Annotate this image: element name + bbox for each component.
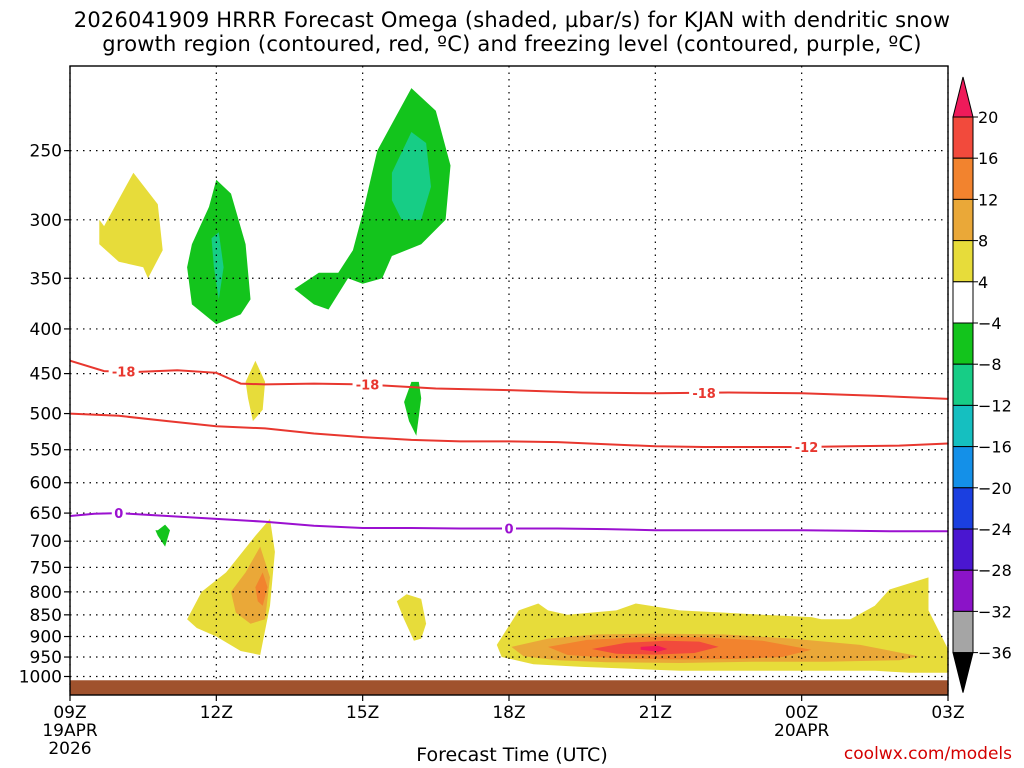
omega-region-7 <box>155 524 170 547</box>
x-tick-label-6: 15Z <box>346 703 379 723</box>
x-tick-label-3: 12Z <box>200 703 233 723</box>
contour-label-bg-2-0 <box>111 505 126 522</box>
omega-shading <box>99 88 948 673</box>
contour-label-0-2: -18 <box>692 387 716 402</box>
contour-label-2-1: 0 <box>504 523 513 538</box>
colorbar-segment-3 <box>952 198 974 242</box>
colorbar-segment-8 <box>952 404 974 448</box>
colorbar-segment-13 <box>952 610 974 654</box>
y-tick-label-550: 550 <box>30 441 62 461</box>
colorbar-label-10: −24 <box>978 520 1012 539</box>
colorbar-label-4: 4 <box>978 273 988 292</box>
colorbar-label-9: −20 <box>978 479 1012 498</box>
colorbar-label-5: −4 <box>978 314 1002 333</box>
x-tick-label-12: 21Z <box>639 703 672 723</box>
y-tick-label-450: 450 <box>30 365 62 385</box>
credit-text: coolwx.com/models <box>843 744 1012 764</box>
colorbar-label-0: 20 <box>978 108 998 127</box>
colorbar-segment-7 <box>952 363 974 406</box>
x-tick-year-0: 2026 <box>48 739 91 759</box>
contour-label-0-0: -18 <box>112 366 136 381</box>
colorbar-segment-9 <box>952 446 974 489</box>
x-tick-date-15: 20APR <box>774 721 830 741</box>
colorbar-label-8: −16 <box>978 438 1012 457</box>
x-tick-label-0: 09Z <box>53 703 86 723</box>
omega-region-6 <box>404 381 422 436</box>
contour-label-bg-0-2 <box>689 384 720 401</box>
x-tick-label-15: 00Z <box>785 703 818 723</box>
y-tick-label-800: 800 <box>30 583 62 603</box>
omega-region-9 <box>231 546 270 624</box>
omega-region-3 <box>211 232 224 300</box>
colorbar-label-11: −28 <box>978 561 1012 580</box>
colorbar-label-2: 12 <box>978 190 998 209</box>
y-tick-label-250: 250 <box>30 142 62 162</box>
omega-region-5 <box>391 132 431 220</box>
colorbar-segment-5 <box>952 281 974 324</box>
x-tick-label-18: 03Z <box>931 703 964 723</box>
pressure-axis: 2503003504004505005506006507007508008509… <box>19 142 70 687</box>
colorbar-bottom-arrow <box>952 652 974 693</box>
colorbar-segment-10 <box>952 487 974 530</box>
chart-title-line-2: growth region (contoured, red, ºC) and f… <box>102 32 922 56</box>
colorbar-label-3: 8 <box>978 232 988 251</box>
chart-title-line-1: 2026041909 HRRR Forecast Omega (shaded, … <box>73 8 951 32</box>
omega-region-16 <box>640 645 668 652</box>
y-tick-label-600: 600 <box>30 474 62 494</box>
omega-region-10 <box>255 572 268 606</box>
colorbar-segment-6 <box>952 322 974 365</box>
contour-label-bg-0-1 <box>352 376 383 393</box>
omega-region-1 <box>245 360 266 422</box>
x-tick-label-9: 18Z <box>492 703 525 723</box>
y-tick-label-500: 500 <box>30 405 62 425</box>
colorbar-segment-2 <box>952 157 974 200</box>
ground-surface <box>70 680 948 695</box>
colorbar-segment-11 <box>952 528 974 571</box>
contour-label-0-1: -18 <box>356 379 380 394</box>
colorbar-segment-4 <box>952 240 974 283</box>
omega-colorbar: 20 16 12 8 4 −4 −8 −12 −16 −20 −24 −28 −32 −36 <box>952 76 1012 693</box>
y-tick-label-950: 950 <box>30 648 62 668</box>
colorbar-label-13: −36 <box>978 644 1012 663</box>
x-tick-date-0: 19APR <box>42 721 98 741</box>
colorbar-label-12: −32 <box>978 602 1012 621</box>
colorbar-label-6: −8 <box>978 355 1002 374</box>
omega-region-0 <box>99 172 163 279</box>
y-tick-label-750: 750 <box>30 558 62 578</box>
contour-label-bg-2-1 <box>502 520 516 537</box>
y-tick-label-300: 300 <box>30 211 62 231</box>
colorbar-label-7: −12 <box>978 396 1012 415</box>
contour-label-2-0: 0 <box>114 507 123 522</box>
y-tick-label-1000: 1000 <box>19 667 62 687</box>
y-tick-label-900: 900 <box>30 628 62 648</box>
colorbar-segment-12 <box>952 569 974 612</box>
colorbar-label-1: 16 <box>978 149 998 168</box>
y-tick-label-350: 350 <box>30 269 62 289</box>
y-tick-label-850: 850 <box>30 606 62 626</box>
colorbar-top-arrow <box>952 76 974 118</box>
omega-region-11 <box>396 594 427 641</box>
y-tick-label-650: 650 <box>30 504 62 524</box>
contour-label-bg-1-0 <box>791 438 822 455</box>
y-tick-label-700: 700 <box>30 532 62 552</box>
contour-label-1-0: -12 <box>795 441 819 456</box>
contour-line-2 <box>70 512 948 533</box>
colorbar-segment-1 <box>952 116 974 159</box>
y-tick-label-400: 400 <box>30 320 62 340</box>
x-axis-title: Forecast Time (UTC) <box>416 744 608 766</box>
temperature-contours: -18 -18 -18 -12 0 0 <box>70 359 948 538</box>
contour-label-bg-0-0 <box>108 363 139 380</box>
